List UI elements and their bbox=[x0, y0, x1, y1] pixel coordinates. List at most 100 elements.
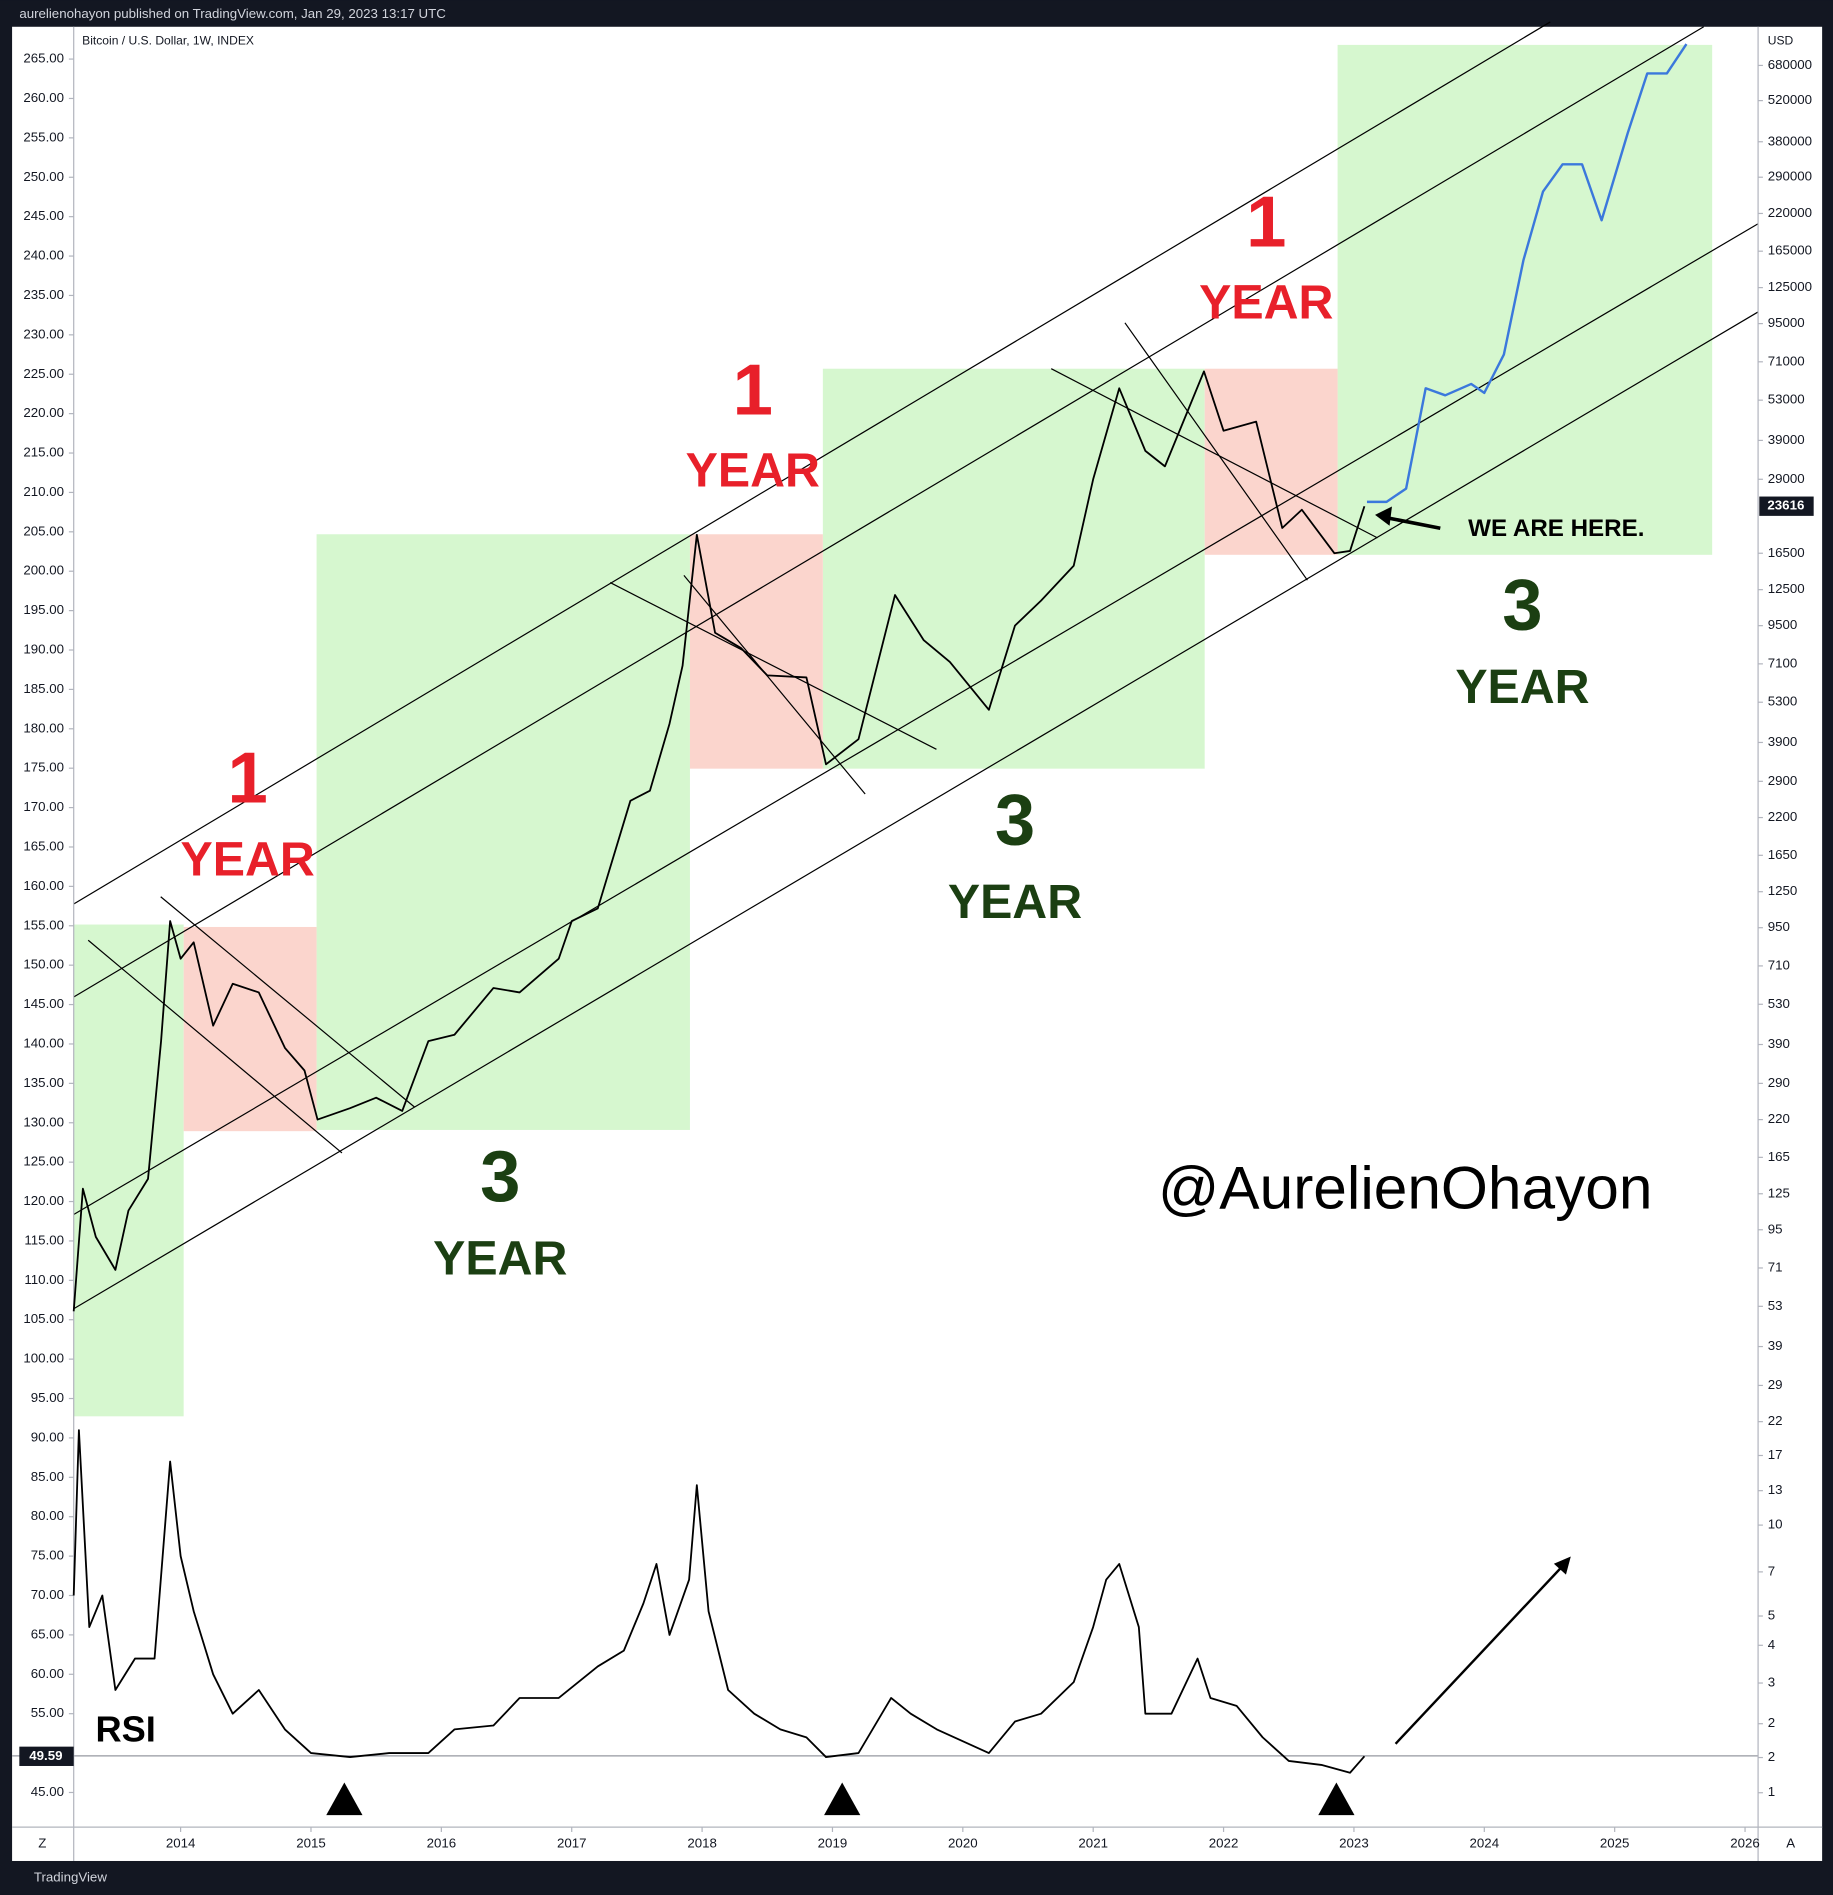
annotation: YEAR bbox=[1199, 276, 1333, 330]
zone bbox=[1204, 368, 1338, 555]
annotation: 1 bbox=[228, 737, 268, 818]
y2-tick-label: 5300 bbox=[1768, 694, 1798, 709]
triangle bbox=[824, 1782, 861, 1816]
button[interactable]: A bbox=[1786, 1836, 1795, 1851]
y2-tick-label: 53000 bbox=[1768, 392, 1805, 407]
annotation: 3 bbox=[1502, 565, 1542, 646]
y2-tick-label: 7100 bbox=[1768, 655, 1798, 670]
arrow bbox=[1394, 1562, 1566, 1745]
triangle bbox=[326, 1782, 363, 1816]
last-value-label: 49.59 bbox=[29, 1748, 62, 1763]
y2-tick-label: 29000 bbox=[1768, 471, 1805, 486]
y-tick-label: 160.00 bbox=[23, 878, 64, 893]
y2-tick-label: 9500 bbox=[1768, 617, 1798, 632]
x-tick-label: 2020 bbox=[948, 1836, 978, 1851]
y-tick-label: 90.00 bbox=[31, 1429, 64, 1444]
y2-label: USD bbox=[1768, 33, 1794, 47]
x-tick-label: 2024 bbox=[1470, 1836, 1500, 1851]
rsi-label: RSI bbox=[95, 1708, 155, 1749]
annotation: YEAR bbox=[948, 875, 1082, 929]
y2-tick-label: 680000 bbox=[1768, 57, 1812, 72]
y2-tick-label: 4 bbox=[1768, 1637, 1775, 1652]
y-tick-label: 265.00 bbox=[23, 51, 64, 66]
y-tick-label: 245.00 bbox=[23, 208, 64, 223]
y2-tick-label: 290 bbox=[1768, 1075, 1790, 1090]
x-tick-label: 2023 bbox=[1339, 1836, 1369, 1851]
y2-tick-label: 380000 bbox=[1768, 133, 1812, 148]
y-tick-label: 100.00 bbox=[23, 1351, 64, 1366]
last-value-box bbox=[19, 1746, 74, 1766]
footer: TradingView bbox=[34, 1869, 107, 1884]
channel-line bbox=[73, 21, 1551, 905]
annotation: 1 bbox=[1246, 182, 1286, 263]
annotation: YEAR bbox=[1455, 660, 1589, 714]
series-line bbox=[72, 370, 1366, 1312]
annotation: YEAR bbox=[433, 1231, 567, 1285]
zone bbox=[822, 368, 1205, 769]
y2-tick-label: 710 bbox=[1768, 957, 1790, 972]
zone bbox=[316, 534, 690, 1130]
y2-tick-label: 165 bbox=[1768, 1149, 1790, 1164]
y2-tick-label: 39 bbox=[1768, 1338, 1783, 1353]
markers bbox=[326, 506, 1571, 1816]
y-tick-label: 135.00 bbox=[23, 1075, 64, 1090]
y-tick-label: 225.00 bbox=[23, 366, 64, 381]
y2-tick-label: 1250 bbox=[1768, 883, 1798, 898]
y-tick-label: 215.00 bbox=[23, 445, 64, 460]
y-tick-label: 185.00 bbox=[23, 681, 64, 696]
y-tick-label: 190.00 bbox=[23, 642, 64, 657]
x-tick-label: 2014 bbox=[166, 1836, 196, 1851]
y-tick-label: 95.00 bbox=[31, 1390, 64, 1405]
y-tick-label: 195.00 bbox=[23, 602, 64, 617]
y-tick-label: 130.00 bbox=[23, 1114, 64, 1129]
y2-tick-label: 71000 bbox=[1768, 353, 1805, 368]
y-tick-label: 260.00 bbox=[23, 90, 64, 105]
y-tick-label: 125.00 bbox=[23, 1154, 64, 1169]
annotations: 1 YEAR 1 YEAR 1 YEAR 3 YEAR 3 YEAR 3 YEA… bbox=[95, 182, 1652, 1750]
arrow bbox=[1384, 515, 1441, 530]
annotation: WE ARE HERE. bbox=[1468, 515, 1644, 542]
y-tick-label: 240.00 bbox=[23, 248, 64, 263]
y2-tick-label: 390 bbox=[1768, 1036, 1790, 1051]
arrow-head bbox=[1375, 506, 1392, 526]
annotation: YEAR bbox=[181, 833, 315, 887]
y-tick-label: 155.00 bbox=[23, 917, 64, 932]
x-tick-label: 2021 bbox=[1078, 1836, 1108, 1851]
y2-tick-label: 3900 bbox=[1768, 734, 1798, 749]
y2-tick-label: 1650 bbox=[1768, 847, 1798, 862]
y-tick-label: 230.00 bbox=[23, 326, 64, 341]
y-tick-label: 45.00 bbox=[31, 1784, 64, 1799]
y2-tick-label: 125000 bbox=[1768, 279, 1812, 294]
x-tick-label: 2022 bbox=[1209, 1836, 1239, 1851]
y2-tick-label: 1 bbox=[1768, 1784, 1775, 1799]
y2-tick-label: 95 bbox=[1768, 1221, 1783, 1236]
annotation: 1 bbox=[733, 349, 773, 430]
x-tick-label: 2015 bbox=[296, 1836, 326, 1851]
trend-line bbox=[160, 896, 415, 1108]
y-tick-label: 80.00 bbox=[31, 1508, 64, 1523]
x-tick-label: 2016 bbox=[427, 1836, 457, 1851]
y2-tick-label: 950 bbox=[1768, 919, 1790, 934]
y2-tick-label: 530 bbox=[1768, 996, 1790, 1011]
arrow-head bbox=[1553, 1556, 1571, 1575]
y2-tick-label: 10 bbox=[1768, 1517, 1783, 1532]
y-tick-label: 85.00 bbox=[31, 1469, 64, 1484]
y-tick-label: 235.00 bbox=[23, 287, 64, 302]
y-tick-label: 175.00 bbox=[23, 760, 64, 775]
trend-line bbox=[609, 582, 937, 750]
y-tick-label: 210.00 bbox=[23, 484, 64, 499]
y2-tick-label: 13 bbox=[1768, 1482, 1783, 1497]
button[interactable]: Z bbox=[38, 1836, 46, 1851]
channel-line bbox=[73, 311, 1759, 1310]
y2-tick-label: 220 bbox=[1768, 1111, 1790, 1126]
y2-tick-label: 29 bbox=[1768, 1377, 1783, 1392]
y2-tick-label: 17 bbox=[1768, 1447, 1783, 1462]
y-tick-label: 70.00 bbox=[31, 1587, 64, 1602]
chart-title: Bitcoin / U.S. Dollar, 1W, INDEX bbox=[82, 33, 254, 47]
y2-tick-label: 290000 bbox=[1768, 169, 1812, 184]
y2-tick-label: 22 bbox=[1768, 1413, 1783, 1428]
y-tick-label: 220.00 bbox=[23, 405, 64, 420]
x-tick-label: 2017 bbox=[557, 1836, 587, 1851]
zone bbox=[73, 924, 184, 1417]
